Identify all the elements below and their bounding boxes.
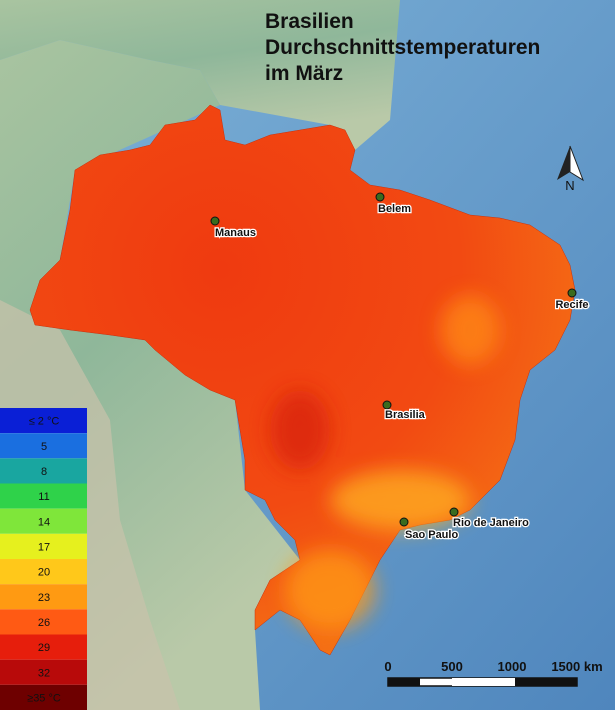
city-dot bbox=[382, 400, 392, 410]
scale-label: 500 bbox=[441, 659, 463, 674]
legend-swatch bbox=[0, 433, 87, 459]
city-dot bbox=[210, 216, 220, 226]
legend-label: 5 bbox=[41, 441, 47, 453]
city-label: Sao Paulo bbox=[405, 529, 458, 541]
city-dot bbox=[399, 517, 409, 527]
legend-label: ≥35 °C bbox=[27, 692, 61, 704]
legend-swatch bbox=[0, 408, 87, 434]
legend-label: 17 bbox=[38, 541, 50, 553]
legend-swatch bbox=[0, 684, 87, 710]
legend-swatch bbox=[0, 609, 87, 635]
legend: ≤ 2 °C 5 8 11 14 17 20 23 26 29 32 ≥35 °C bbox=[0, 408, 87, 710]
legend-label: 8 bbox=[41, 466, 47, 478]
scale-label: 1500 km bbox=[551, 659, 602, 674]
city-label: Brasilia bbox=[385, 409, 426, 421]
title: Brasilien bbox=[265, 10, 354, 33]
city-label: Recife bbox=[555, 299, 588, 311]
legend-label: ≤ 2 °C bbox=[29, 416, 60, 428]
north-arrow: N bbox=[557, 145, 584, 193]
city-label: Belem bbox=[378, 203, 411, 215]
legend-label: 32 bbox=[38, 667, 50, 679]
legend-swatch bbox=[0, 533, 87, 559]
legend-swatch bbox=[0, 559, 87, 585]
legend-label: 29 bbox=[38, 642, 50, 654]
title: Durchschnittstemperaturen bbox=[265, 36, 540, 59]
legend-swatch bbox=[0, 458, 87, 484]
legend-label: 20 bbox=[38, 567, 50, 579]
city-label: Rio de Janeiro bbox=[453, 517, 529, 529]
city-dot bbox=[567, 288, 577, 298]
city-label: Manaus bbox=[215, 227, 256, 239]
land bbox=[0, 0, 400, 150]
title: im März bbox=[265, 62, 343, 85]
legend-swatch bbox=[0, 584, 87, 610]
legend-label: 14 bbox=[38, 516, 50, 528]
legend-label: 26 bbox=[38, 617, 50, 629]
legend-swatch bbox=[0, 659, 87, 685]
legend-label: 23 bbox=[38, 592, 50, 604]
legend-swatch bbox=[0, 508, 87, 534]
legend-swatch bbox=[0, 483, 87, 509]
warm-patches bbox=[270, 295, 500, 630]
scale-label: 0 bbox=[384, 659, 391, 674]
cities: Manaus Belem Recife Brasilia Rio de Jane… bbox=[210, 192, 590, 542]
scale-bar: 0 500 1000 1500 km bbox=[384, 659, 603, 687]
legend-label: 11 bbox=[38, 491, 49, 503]
legend-swatch bbox=[0, 634, 87, 660]
city-dot bbox=[375, 192, 385, 202]
scale-label: 1000 bbox=[498, 659, 527, 674]
north-label: N bbox=[565, 178, 574, 193]
city-dot bbox=[449, 507, 459, 517]
